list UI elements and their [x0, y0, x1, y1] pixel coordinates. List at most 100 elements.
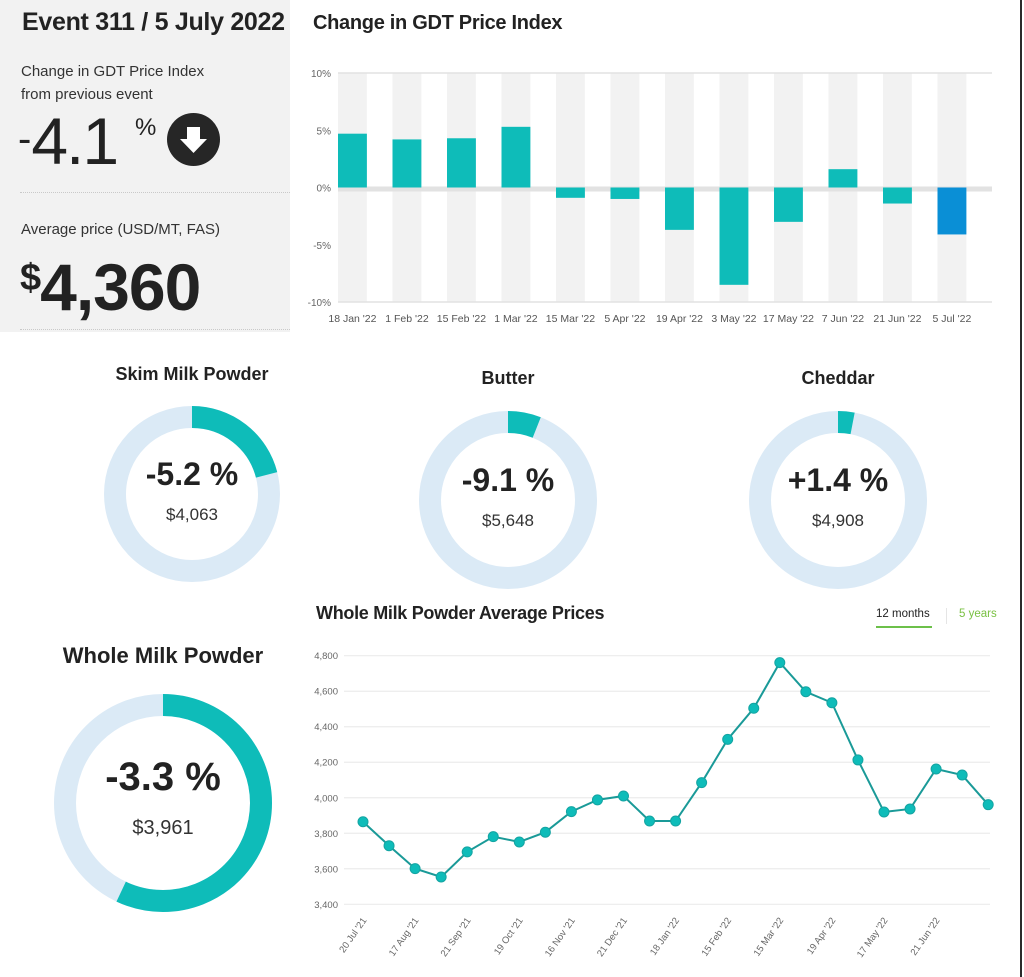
average-price-label: Average price (USD/MT, FAS) — [21, 221, 220, 238]
divider — [20, 329, 290, 330]
bar — [937, 187, 967, 235]
donut-price: $4,063 — [166, 505, 218, 524]
y-tick-label: 3,400 — [314, 900, 338, 911]
currency-symbol: $ — [20, 257, 41, 299]
donut-arc — [104, 406, 280, 582]
x-tick-label: 3 May '22 — [711, 313, 756, 325]
price-number: 4,360 — [40, 250, 201, 324]
tab-5-years[interactable]: 5 years — [959, 608, 997, 620]
change-label: Change in GDT Price Index from previous … — [21, 63, 205, 103]
data-point — [670, 815, 682, 827]
divider — [20, 192, 290, 193]
y-tick-label: 4,200 — [314, 758, 338, 769]
x-tick-label: 21 Sep '21 — [439, 916, 474, 959]
data-point — [904, 803, 916, 815]
data-point — [852, 754, 864, 766]
data-point — [826, 697, 838, 709]
data-point — [930, 763, 942, 775]
index-change-value: -4.1 — [18, 104, 119, 178]
x-tick-label: 15 Feb '22 — [700, 916, 735, 959]
x-tick-label: 18 Jan '22 — [648, 916, 682, 958]
bar — [338, 133, 367, 188]
donut-change: -5.2 % — [145, 456, 239, 492]
bar — [556, 187, 585, 198]
data-point — [982, 799, 994, 811]
bar — [610, 187, 640, 199]
bar — [719, 187, 749, 285]
bar — [883, 187, 912, 204]
x-tick-label: 17 Aug '21 — [387, 916, 422, 959]
donut-title: Butter — [481, 368, 535, 388]
y-tick-label: 4,800 — [314, 651, 338, 662]
y-tick-label: 3,600 — [314, 864, 338, 875]
average-price-value: $4,360 — [20, 240, 201, 325]
y-tick-label: -5% — [313, 241, 331, 252]
data-point — [774, 657, 786, 669]
y-tick-label: 10% — [311, 69, 331, 80]
x-tick-label: 5 Apr '22 — [604, 313, 645, 325]
bar — [392, 139, 422, 188]
data-point — [487, 831, 499, 843]
data-point — [956, 769, 968, 781]
x-tick-label: 19 Apr '22 — [805, 916, 838, 957]
y-tick-label: 4,400 — [314, 722, 338, 733]
donut-change: +1.4 % — [787, 462, 889, 498]
donut-title: Cheddar — [801, 368, 875, 388]
data-point — [722, 733, 734, 745]
x-tick-label: 7 Jun '22 — [822, 313, 864, 325]
event-summary-panel: Event 311 / 5 July 2022 Change in GDT Pr… — [0, 0, 290, 332]
donut-track — [749, 411, 927, 589]
gdt-chart-title: Change in GDT Price Index — [313, 12, 563, 34]
x-tick-label: 21 Jun '22 — [873, 313, 921, 325]
data-point — [357, 816, 369, 828]
bar — [447, 138, 476, 188]
x-tick-label: 20 Jul '21 — [337, 916, 369, 955]
x-tick-label: 1 Feb '22 — [385, 313, 429, 325]
donut-arc — [419, 411, 597, 589]
x-tick-label: 21 Jun '22 — [909, 916, 943, 958]
donut-arc — [54, 694, 272, 912]
donut-price: $3,961 — [132, 817, 194, 839]
donut-track — [419, 411, 597, 589]
y-tick-label: -10% — [308, 298, 331, 309]
tab-12-months[interactable]: 12 months — [876, 608, 932, 628]
donut-chart — [54, 694, 272, 912]
x-tick-label: 16 Nov '21 — [543, 916, 578, 959]
x-tick-label: 17 May '22 — [855, 916, 891, 960]
arrow-down-circle-icon — [167, 113, 220, 166]
donut-price: $5,648 — [482, 511, 534, 530]
event-title: Event 311 / 5 July 2022 — [22, 8, 285, 36]
x-tick-label: 19 Apr '22 — [656, 313, 703, 325]
bar — [828, 169, 858, 188]
bar — [501, 126, 531, 188]
data-point — [618, 790, 629, 802]
change-number: 4.1 — [31, 104, 119, 178]
data-point — [461, 846, 473, 858]
y-tick-label: 4,000 — [314, 793, 338, 804]
data-point — [748, 702, 760, 714]
donut-title: Whole Milk Powder — [62, 643, 264, 668]
bar — [774, 187, 803, 222]
y-tick-label: 3,800 — [314, 829, 338, 840]
data-point — [878, 806, 890, 818]
data-point — [800, 686, 812, 698]
window-edge — [1020, 0, 1022, 977]
data-point — [435, 871, 447, 883]
change-unit: % — [135, 114, 157, 141]
donut-chart — [419, 411, 597, 589]
donut-chart — [104, 406, 280, 582]
data-point — [409, 863, 421, 875]
change-sign: - — [18, 117, 32, 161]
x-tick-label: 5 Jul '22 — [933, 313, 972, 325]
x-tick-label: 1 Mar '22 — [494, 313, 538, 325]
tab-separator — [946, 608, 947, 624]
data-point — [383, 840, 395, 852]
series-line — [362, 660, 989, 879]
x-tick-label: 18 Jan '22 — [328, 313, 376, 325]
data-point — [513, 836, 525, 848]
data-point — [696, 777, 708, 789]
x-tick-label: 15 Feb '22 — [437, 313, 486, 325]
data-point — [644, 815, 656, 827]
data-point — [565, 806, 577, 818]
x-tick-label: 21 Dec '21 — [595, 916, 630, 959]
